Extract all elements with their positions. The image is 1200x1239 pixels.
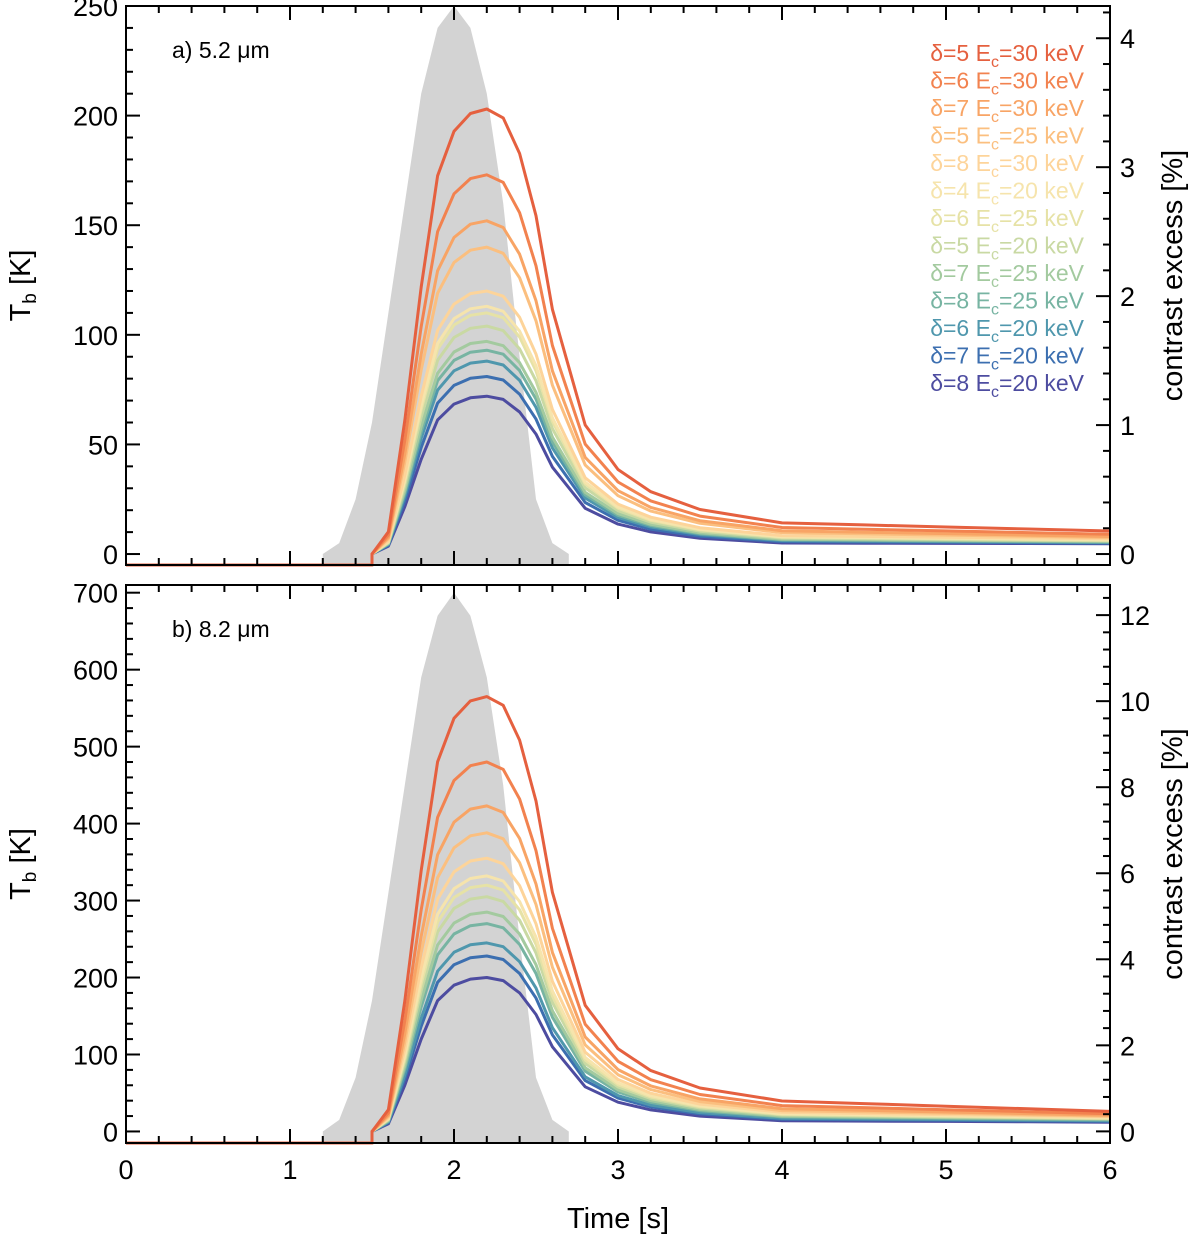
x-tick-label: 3 xyxy=(610,1155,625,1185)
y-tick-label: 250 xyxy=(73,0,118,22)
series-line-2 xyxy=(126,173,1111,567)
y2-tick-label: 1 xyxy=(1120,411,1135,441)
panel-a-ylabel-sub: b xyxy=(20,293,41,304)
panel-b-ylabel-sub: b xyxy=(20,872,41,883)
legend-entry-6: δ=4 Ec=20 keV xyxy=(930,178,1084,209)
y-tick-label: 150 xyxy=(73,211,118,241)
legend-entry-10: δ=8 Ec=25 keV xyxy=(930,288,1084,319)
x-tick-label: 6 xyxy=(1102,1155,1117,1185)
y2-tick-label: 3 xyxy=(1120,153,1135,183)
series-line-2 xyxy=(126,760,1111,1145)
y-tick-label: 400 xyxy=(73,810,118,840)
y-tick-label: 0 xyxy=(103,540,118,570)
y2-tick-label: 8 xyxy=(1120,773,1135,803)
y2-tick-label: 2 xyxy=(1120,282,1135,312)
panel-a-ylabel-unit: [K] xyxy=(5,250,37,294)
y-tick-label: 700 xyxy=(73,579,118,609)
y-tick-label: 0 xyxy=(103,1117,118,1147)
y2-tick-label: 12 xyxy=(1120,601,1150,631)
series-line-3 xyxy=(126,219,1111,567)
y-tick-label: 100 xyxy=(73,321,118,351)
panel-a-label: a) 5.2 μm xyxy=(172,37,270,63)
y-tick-label: 100 xyxy=(73,1040,118,1070)
series-line-7 xyxy=(126,883,1111,1145)
legend-entry-4: δ=5 Ec=25 keV xyxy=(930,123,1084,154)
panel-b-y-axis-label: Tb [K] xyxy=(5,828,41,900)
panel-b-ylabel-main: T xyxy=(5,882,37,900)
legend-entry-8: δ=5 Ec=20 keV xyxy=(930,233,1084,264)
x-tick-label: 5 xyxy=(938,1155,953,1185)
background-profile-area xyxy=(322,592,569,1143)
y2-tick-label: 6 xyxy=(1120,859,1135,889)
legend-entry-13: δ=8 Ec=20 keV xyxy=(930,370,1084,401)
legend-entry-9: δ=7 Ec=25 keV xyxy=(930,260,1084,291)
series-line-3 xyxy=(126,804,1111,1145)
x-tick-label: 2 xyxy=(446,1155,461,1185)
legend-entry-1: δ=5 Ec=30 keV xyxy=(930,40,1084,71)
y-tick-label: 600 xyxy=(73,656,118,686)
y-tick-label: 200 xyxy=(73,102,118,132)
x-tick-label: 0 xyxy=(118,1155,133,1185)
legend-entry-7: δ=6 Ec=25 keV xyxy=(930,205,1084,236)
series-line-1 xyxy=(126,107,1111,567)
y-tick-label: 500 xyxy=(73,733,118,763)
panel-a-ticks: 0 50 100 150 200 250 0 1 2 3 4 xyxy=(73,0,1135,570)
y2-tick-label: 10 xyxy=(1120,687,1150,717)
x-tick-label: 1 xyxy=(282,1155,297,1185)
panel-a-plot: 0 50 100 150 200 250 0 1 2 3 4 a) 5.2 μm Tb [K] co… xyxy=(5,0,1189,570)
y2-tick-label: 4 xyxy=(1120,945,1135,975)
panel-a-background-profile xyxy=(322,6,569,565)
legend-entry-5: δ=8 Ec=30 keV xyxy=(930,150,1084,181)
y-tick-label: 200 xyxy=(73,964,118,994)
panel-a-y2-axis-label: contrast excess [%] xyxy=(1157,150,1189,401)
x-tick-label: 4 xyxy=(774,1155,789,1185)
panel-a-series-group xyxy=(126,107,1111,567)
panel-a-ylabel-main: T xyxy=(5,303,37,321)
series-line-5 xyxy=(126,856,1111,1145)
legend-entry-11: δ=6 Ec=20 keV xyxy=(930,315,1084,346)
panel-b-label: b) 8.2 μm xyxy=(172,616,270,642)
panel-b-y2-axis-label: contrast excess [%] xyxy=(1157,728,1189,979)
panel-a-y-axis-label: Tb [K] xyxy=(5,250,41,322)
y2-tick-label: 0 xyxy=(1120,1117,1135,1147)
legend-entry-2: δ=6 Ec=30 keV xyxy=(930,68,1084,99)
legend-entry-12: δ=7 Ec=20 keV xyxy=(930,343,1084,374)
x-axis-label: Time [s] xyxy=(567,1203,669,1235)
background-profile-area xyxy=(322,6,569,565)
legend-entry-3: δ=7 Ec=30 keV xyxy=(930,95,1084,126)
panel-b-ylabel-unit: [K] xyxy=(5,828,37,872)
series-line-5 xyxy=(126,289,1111,567)
series-line-9 xyxy=(126,910,1111,1145)
series-line-1 xyxy=(126,695,1111,1145)
y-tick-label: 50 xyxy=(88,430,118,460)
y2-tick-label: 2 xyxy=(1120,1031,1135,1061)
y-tick-label: 300 xyxy=(73,887,118,917)
panel-b-background-profile xyxy=(322,592,569,1143)
y2-tick-label: 0 xyxy=(1120,540,1135,570)
panel-b-series-group xyxy=(126,695,1111,1145)
y2-tick-label: 4 xyxy=(1120,24,1135,54)
